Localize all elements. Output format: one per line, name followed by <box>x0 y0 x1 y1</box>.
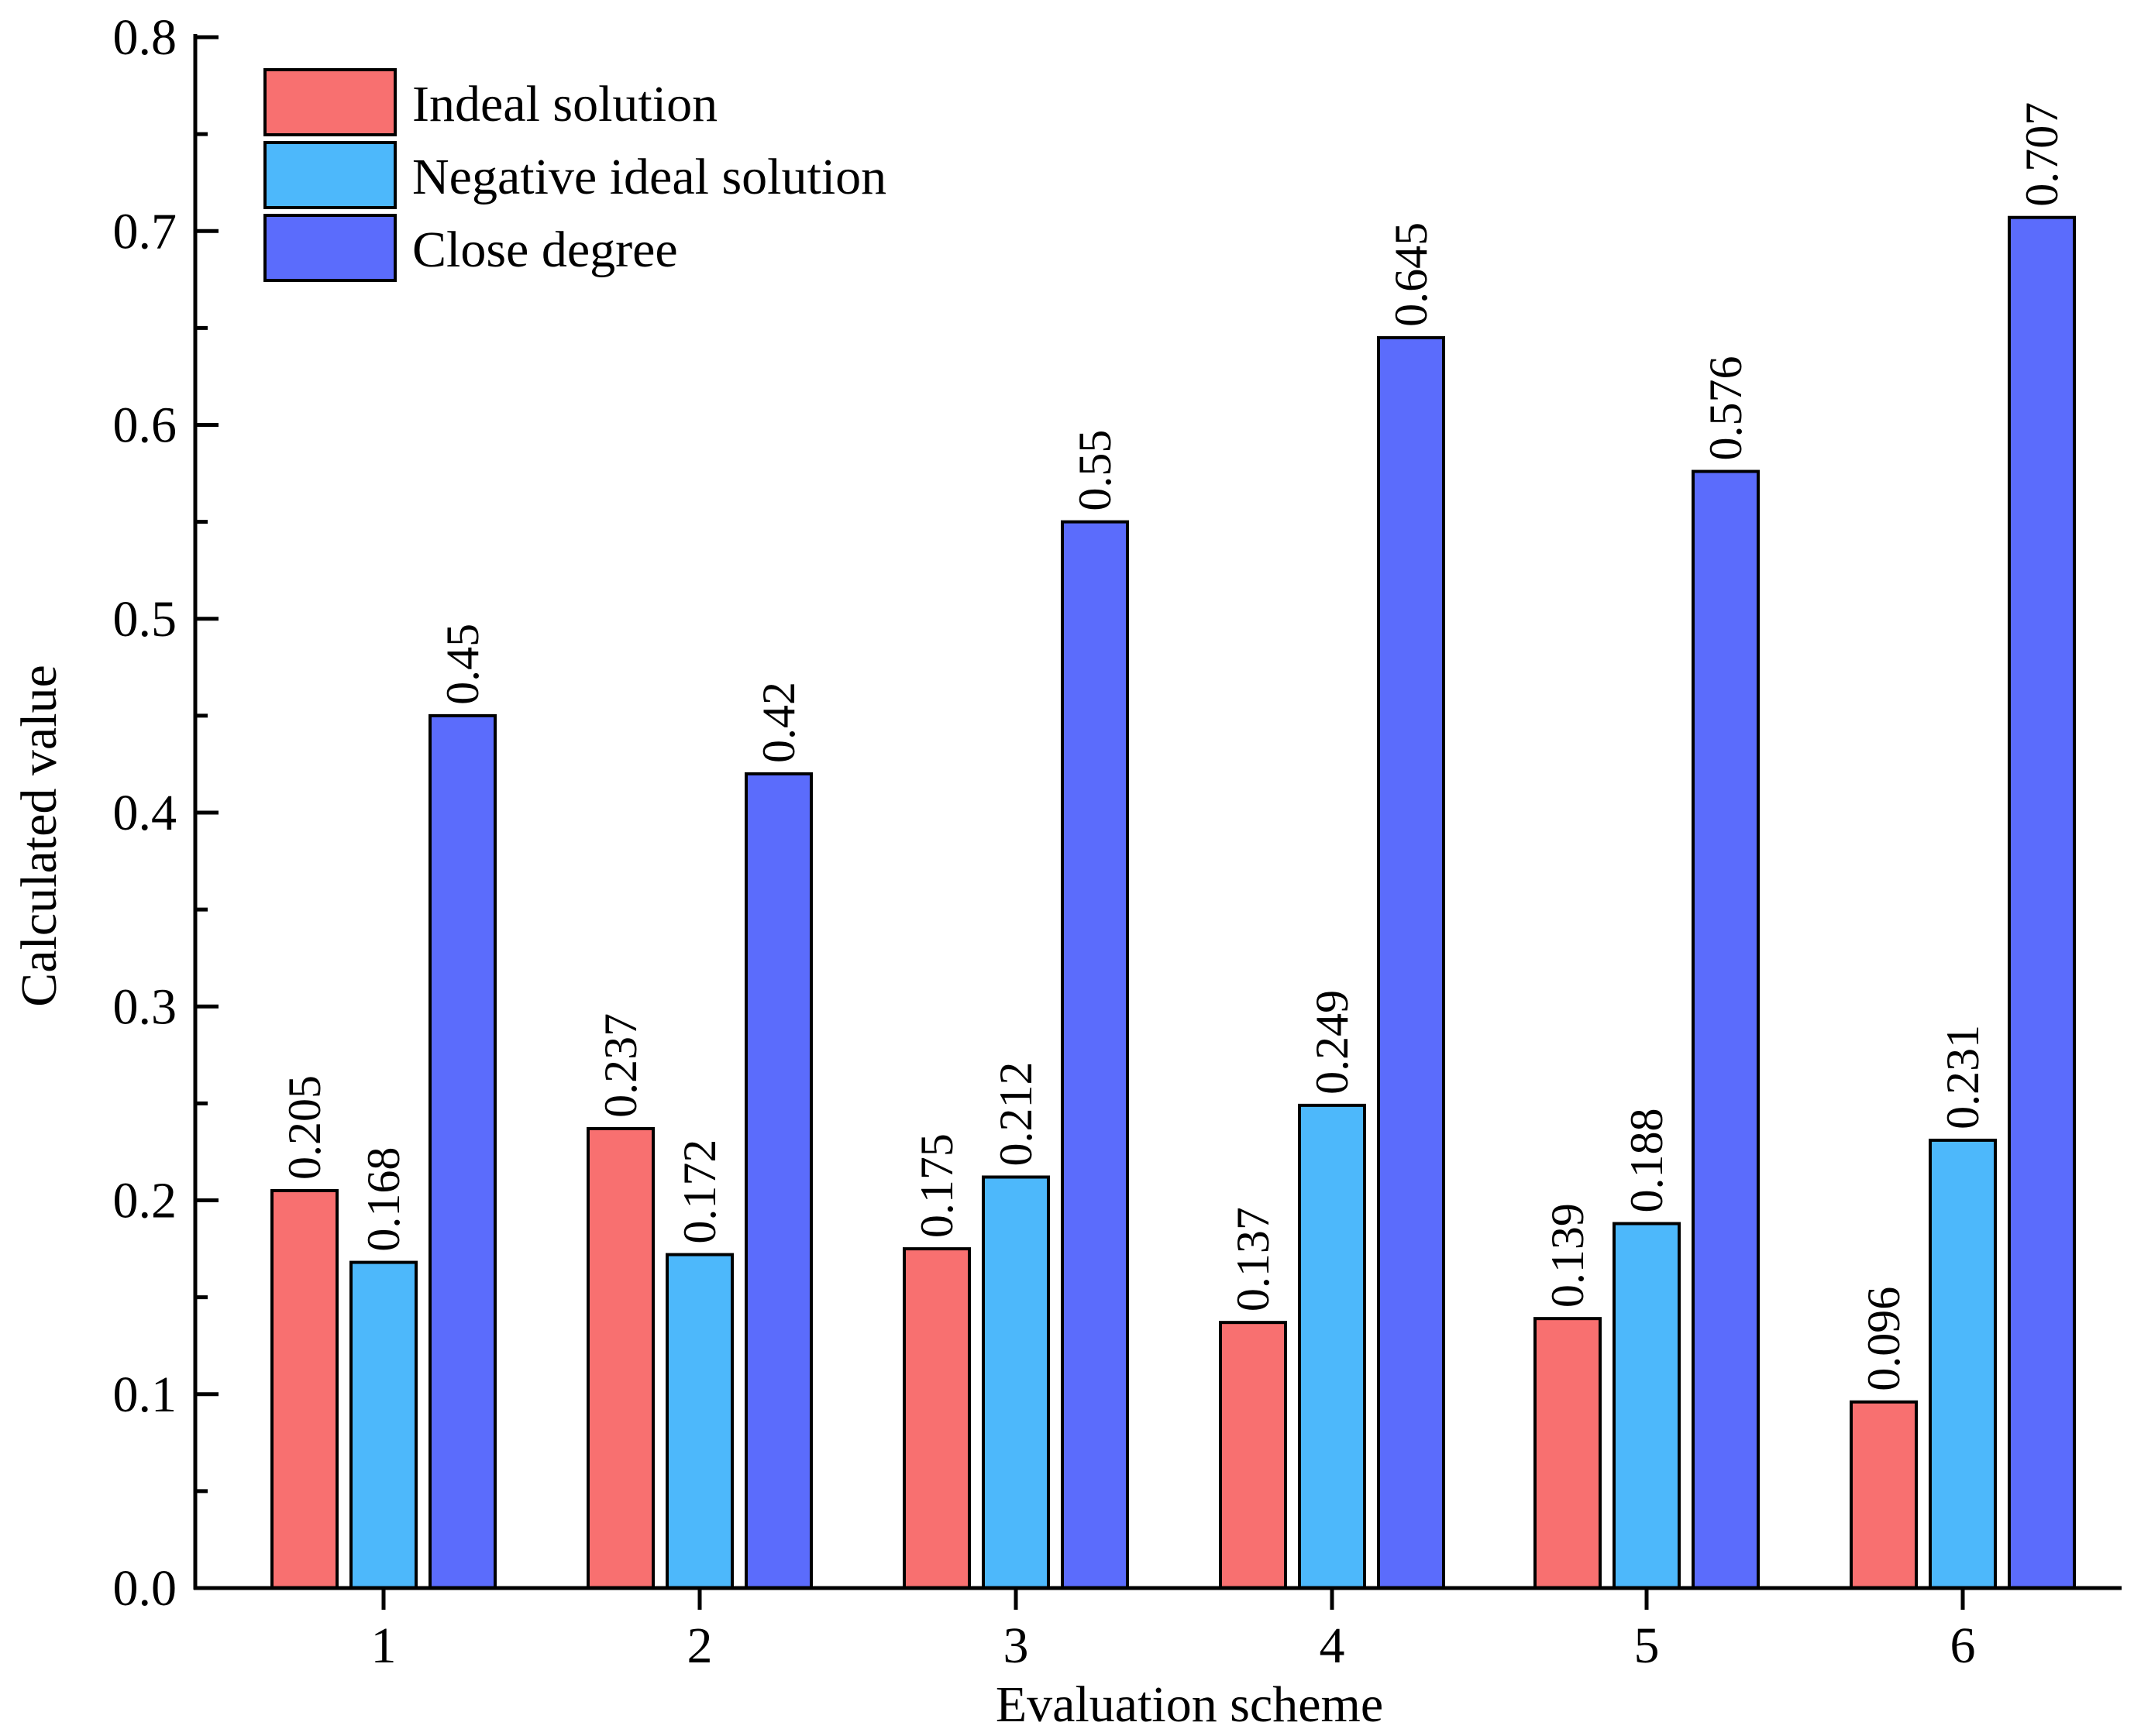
x-tick-label-3: 3 <box>1003 1617 1029 1674</box>
data-label-series2-cat6: 0.231 <box>1937 1025 1988 1129</box>
bar-series1-cat5 <box>1533 1317 1602 1590</box>
legend-label-1: Indeal solution <box>412 76 718 132</box>
data-label-series1-cat5: 0.139 <box>1542 1203 1593 1308</box>
x-axis-ticks: 1 2 3 4 5 6 <box>371 1588 1976 1674</box>
data-label-series1-cat1: 0.205 <box>279 1075 330 1180</box>
data-label-series2-cat5: 0.188 <box>1621 1109 1672 1213</box>
y-tick-label-2: 0.2 <box>113 1173 177 1229</box>
legend-label-3: Close degree <box>412 222 678 278</box>
bar-series3-cat5 <box>1692 469 1760 1590</box>
y-tick-label-1: 0.1 <box>113 1366 177 1423</box>
data-label-series1-cat4: 0.137 <box>1227 1207 1279 1311</box>
bar-series2-cat4 <box>1298 1103 1366 1590</box>
y-tick-label-6: 0.6 <box>113 397 177 454</box>
legend-swatch-2 <box>263 141 397 209</box>
bar-series1-cat6 <box>1850 1400 1918 1590</box>
data-label-series2-cat3: 0.212 <box>990 1061 1041 1166</box>
y-tick-label-5: 0.5 <box>113 591 177 648</box>
bar-series2-cat6 <box>1929 1138 1997 1590</box>
bar-series2-cat1 <box>349 1260 418 1590</box>
data-label-series1-cat6: 0.096 <box>1858 1287 1909 1391</box>
x-tick-label-4: 4 <box>1320 1617 1345 1674</box>
data-label-series3-cat3: 0.55 <box>1069 430 1120 511</box>
bar-series3-cat1 <box>429 713 497 1590</box>
data-label-series1-cat3: 0.175 <box>911 1133 962 1238</box>
legend: Indeal solution Negative ideal solution Cl… <box>263 68 886 282</box>
legend-swatch-3 <box>263 214 397 282</box>
legend-swatch-1 <box>263 68 397 136</box>
bar-series1-cat2 <box>587 1126 655 1590</box>
bar-series3-cat2 <box>745 772 813 1590</box>
y-tick-label-0: 0.0 <box>113 1560 177 1617</box>
bar-series2-cat5 <box>1613 1222 1681 1590</box>
y-tick-label-3: 0.3 <box>113 978 177 1035</box>
data-label-series3-cat4: 0.645 <box>1385 222 1437 327</box>
bar-series1-cat3 <box>903 1247 971 1590</box>
y-axis-ticks: 0.0 0.1 0.2 0.3 0.4 0.5 0.6 0.7 0.8 <box>113 9 219 1617</box>
bars-layer <box>270 215 2076 1590</box>
x-tick-label-2: 2 <box>687 1617 713 1674</box>
x-tick-label-6: 6 <box>1950 1617 1976 1674</box>
bar-series1-cat1 <box>270 1188 339 1590</box>
data-label-series3-cat2: 0.42 <box>753 682 804 763</box>
legend-label-2: Negative ideal solution <box>412 149 886 205</box>
bar-series2-cat3 <box>982 1175 1050 1590</box>
x-axis-title: Evaluation scheme <box>996 1676 1383 1733</box>
x-tick-label-1: 1 <box>371 1617 397 1674</box>
data-labels-layer: 0.205 0.237 0.175 0.137 0.139 0.096 0.168 0.172… <box>279 102 2067 1391</box>
data-label-series3-cat1: 0.45 <box>437 624 488 705</box>
bar-series1-cat4 <box>1219 1321 1287 1590</box>
bar-series3-cat3 <box>1061 520 1129 1590</box>
data-label-series3-cat6: 0.707 <box>2016 102 2067 207</box>
bar-series3-cat4 <box>1377 335 1445 1590</box>
data-label-series2-cat2: 0.172 <box>674 1140 725 1244</box>
bar-series2-cat2 <box>666 1253 734 1590</box>
data-label-series2-cat1: 0.168 <box>358 1147 409 1252</box>
data-label-series1-cat2: 0.237 <box>595 1013 646 1118</box>
data-label-series3-cat5: 0.576 <box>1700 356 1751 461</box>
y-tick-label-8: 0.8 <box>113 9 177 66</box>
y-tick-label-4: 0.4 <box>113 785 177 841</box>
bar-series3-cat6 <box>2008 215 2076 1590</box>
x-tick-label-5: 5 <box>1634 1617 1660 1674</box>
data-label-series2-cat4: 0.249 <box>1306 990 1358 1095</box>
y-tick-label-7: 0.7 <box>113 203 177 260</box>
y-axis-title: Calculated value <box>11 665 67 1007</box>
